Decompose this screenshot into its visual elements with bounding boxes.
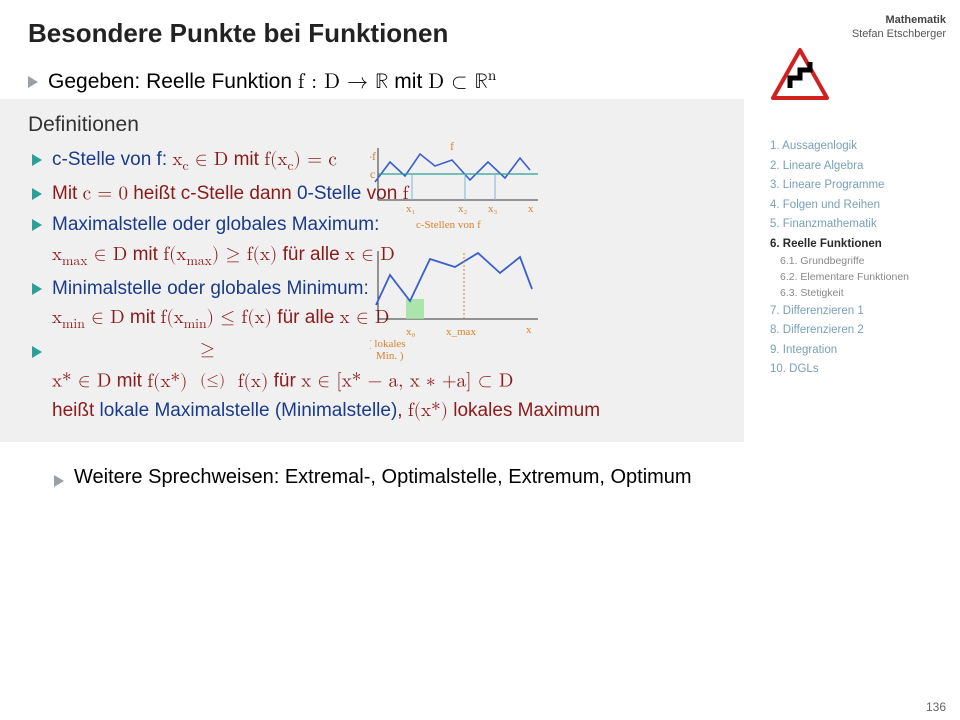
- bullet-icon: [32, 154, 42, 166]
- toc-item[interactable]: 5. Finanzmathematik: [770, 215, 946, 235]
- definition-text: Mit c = 0 heißt c-Stelle dann 0-Stelle v…: [52, 179, 408, 208]
- label-x3: x₃: [488, 203, 498, 215]
- definition-text: c-Stelle von f: xc ∈ D mit f(xc) = c: [52, 145, 337, 177]
- bullet-icon: [28, 76, 38, 88]
- diagram-extrema: x₀ x_max x ( lokales Min. ): [370, 245, 550, 365]
- label-c: c: [370, 167, 375, 181]
- bullet-icon: [32, 188, 42, 200]
- label-minusf: -f: [370, 149, 376, 163]
- warning-sign-icon: [770, 48, 830, 102]
- label-x0: x₀: [406, 326, 416, 338]
- bullet-icon: [54, 475, 64, 487]
- toc-item[interactable]: 6.1. Grundbegriffe: [780, 254, 946, 270]
- toc-item[interactable]: 6. Reelle Funktionen: [770, 235, 946, 255]
- toc-item[interactable]: 8. Differenzieren 2: [770, 321, 946, 341]
- label-local-min: ( lokales: [370, 338, 406, 350]
- toc-item[interactable]: 9. Integration: [770, 341, 946, 361]
- illustration-diagrams: f c -f x₁ x₂ x₃ x c-Stellen von f x₀ x_m…: [370, 140, 550, 365]
- toc-item[interactable]: 4. Folgen und Reihen: [770, 196, 946, 216]
- bullet-icon: [32, 346, 42, 358]
- page-number: 136: [926, 700, 946, 714]
- definitions-title: Definitionen: [28, 113, 724, 137]
- label-x1: x₁: [406, 203, 416, 215]
- label-x-axis: x: [526, 324, 532, 336]
- toc-item[interactable]: 10. DGLs: [770, 360, 946, 380]
- diagram-c-stellen: f c -f x₁ x₂ x₃ x c-Stellen von f: [370, 140, 550, 245]
- toc-item[interactable]: 7. Differenzieren 1: [770, 302, 946, 322]
- label-xmax: x_max: [446, 326, 476, 338]
- label-local-min2: Min. ): [376, 350, 404, 362]
- bullet-icon: [32, 283, 42, 295]
- footer-text: Weitere Sprechweisen: Extremal-, Optimal…: [74, 466, 692, 489]
- toc-item[interactable]: 6.2. Elementare Funktionen: [780, 270, 946, 286]
- intro-text: Gegeben: Reelle Funktion f : D → ℝ mit D…: [48, 67, 496, 95]
- course-name: Mathematik: [770, 14, 946, 26]
- label-x2: x₂: [458, 203, 468, 215]
- caption-c-stellen: c-Stellen von f: [416, 219, 481, 231]
- table-of-contents: 1. Aussagenlogik2. Lineare Algebra3. Lin…: [770, 137, 946, 380]
- sidebar: Mathematik Stefan Etschberger 1. Aussage…: [760, 0, 960, 720]
- bullet-icon: [32, 219, 42, 231]
- label-x: x: [528, 203, 534, 215]
- toc-item[interactable]: 2. Lineare Algebra: [770, 157, 946, 177]
- definition-text: Minimalstelle oder globales Minimum:xmin…: [52, 274, 389, 335]
- toc-item[interactable]: 6.3. Stetigkeit: [780, 286, 946, 302]
- toc-item[interactable]: 1. Aussagenlogik: [770, 137, 946, 157]
- footer-line: Weitere Sprechweisen: Extremal-, Optimal…: [54, 466, 740, 489]
- definition-text: Maximalstelle oder globales Maximum:xmax…: [52, 210, 395, 271]
- author-name: Stefan Etschberger: [770, 28, 946, 40]
- intro-line: Gegeben: Reelle Funktion f : D → ℝ mit D…: [28, 67, 740, 95]
- main-column: Besondere Punkte bei Funktionen Gegeben:…: [0, 0, 760, 720]
- label-f: f: [450, 140, 454, 153]
- toc-item[interactable]: 3. Lineare Programme: [770, 176, 946, 196]
- page-title: Besondere Punkte bei Funktionen: [28, 18, 740, 49]
